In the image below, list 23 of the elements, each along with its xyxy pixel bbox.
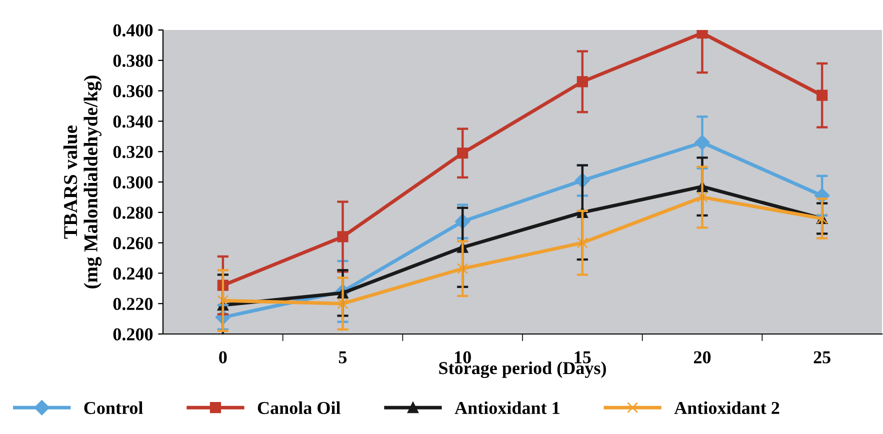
x-tick-label: 0 [219, 351, 227, 364]
y-tick-label: 0.380 [113, 54, 153, 67]
y-tick-label: 0.360 [113, 85, 153, 98]
legend-label: Antioxidant 2 [674, 401, 780, 414]
y-tick-label: 0.240 [113, 267, 153, 280]
y-tick-label: 0.340 [113, 115, 153, 128]
x-tick-label: 15 [574, 351, 591, 364]
x-tick-label: 5 [338, 351, 347, 364]
y-axis-title: TBARS value (mg Malondialdehyde/kg) [63, 76, 102, 288]
y-tick-label: 0.280 [113, 206, 153, 219]
y-tick-label: 0.200 [113, 328, 153, 341]
y-tick-label: 0.260 [113, 237, 153, 250]
y-tick-label: 0.300 [113, 176, 153, 189]
x-tick-label: 20 [694, 351, 711, 364]
legend-label: Control [84, 401, 143, 414]
y-tick-label: 0.320 [113, 146, 153, 158]
y-tick-label: 0.220 [113, 298, 153, 310]
legend-label: Canola Oil [258, 401, 340, 414]
x-tick-label: 10 [455, 351, 471, 364]
x-axis-title: Storage period (Days) [439, 361, 606, 378]
y-tick-label: 0.400 [113, 24, 153, 37]
legend-label: Antioxidant 1 [454, 401, 560, 414]
x-tick-label: 25 [814, 351, 830, 364]
